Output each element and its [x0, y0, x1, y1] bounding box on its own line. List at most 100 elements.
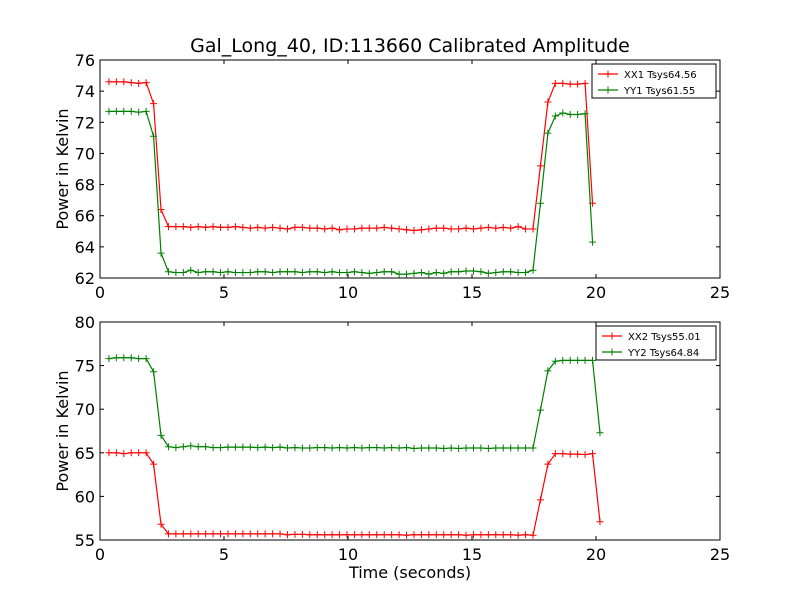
data-point-marker [350, 268, 358, 276]
data-point-marker [276, 530, 284, 538]
data-point-marker [239, 443, 247, 451]
data-point-marker [298, 530, 306, 538]
data-point-marker [150, 460, 158, 468]
data-point-marker [589, 450, 597, 458]
data-point-marker [462, 531, 470, 539]
data-point-marker [231, 223, 239, 231]
data-point-marker [492, 531, 500, 539]
x-tick-label: 5 [219, 545, 229, 564]
data-point-marker [127, 107, 135, 115]
data-point-marker [462, 267, 470, 275]
bottom-subplot: 0 5 10 15 20 25 55 60 65 70 75 80 Power in Kelvin XX2… [53, 313, 730, 564]
x-tick-label: 10 [338, 545, 358, 564]
data-point-marker [425, 444, 433, 452]
legend: XX2 Tsys55.01 YY2 Tsys64.84 [595, 325, 717, 361]
data-point-marker [112, 449, 120, 457]
data-point-marker [179, 223, 187, 231]
data-point-marker [388, 268, 396, 276]
data-point-marker [209, 444, 217, 452]
data-point-marker [358, 531, 366, 539]
data-point-marker [328, 268, 336, 276]
data-point-marker [440, 531, 448, 539]
data-point-marker [358, 269, 366, 277]
data-point-marker [321, 444, 329, 452]
y-tick-label: 65 [75, 444, 95, 463]
data-point-marker [499, 268, 507, 276]
data-point-marker [187, 223, 195, 231]
data-point-marker [291, 223, 299, 231]
y-tick-label: 60 [75, 487, 95, 506]
data-point-marker [120, 450, 128, 458]
data-point-marker [269, 530, 277, 538]
data-point-marker [447, 531, 455, 539]
data-point-marker [499, 223, 507, 231]
data-point-marker [135, 79, 143, 87]
data-point-marker [231, 530, 239, 538]
x-tick-label: 20 [586, 283, 606, 302]
data-point-marker [447, 268, 455, 276]
data-point-marker [373, 531, 381, 539]
data-point-marker [291, 444, 299, 452]
data-point-marker [536, 496, 544, 504]
data-point-marker [313, 224, 321, 232]
x-tick-label: 0 [95, 545, 105, 564]
data-point-marker [172, 530, 180, 538]
data-point-marker [217, 444, 225, 452]
data-point-marker [395, 270, 403, 278]
y-tick-label: 70 [75, 144, 95, 163]
data-point-marker [276, 268, 284, 276]
data-point-marker [321, 531, 329, 539]
data-point-marker [120, 107, 128, 115]
data-point-marker [313, 531, 321, 539]
data-point-marker [150, 132, 158, 140]
data-point-marker [105, 355, 113, 363]
data-point-marker [581, 79, 589, 87]
data-point-marker [135, 449, 143, 457]
data-point-marker [217, 223, 225, 231]
data-point-marker [246, 224, 254, 232]
data-point-marker [112, 78, 120, 86]
data-point-marker [328, 444, 336, 452]
data-point-marker [231, 443, 239, 451]
data-point-marker [202, 223, 210, 231]
x-tick-label: 25 [710, 545, 730, 564]
data-point-marker [172, 269, 180, 277]
data-point-marker [455, 225, 463, 233]
data-point-marker [194, 530, 202, 538]
data-point-marker [209, 223, 217, 231]
data-point-marker [328, 224, 336, 232]
data-point-marker [581, 356, 589, 364]
data-point-marker [395, 225, 403, 233]
data-point-marker [581, 110, 589, 118]
legend-marker [604, 70, 612, 78]
data-point-marker [254, 223, 262, 231]
data-point-marker [127, 354, 135, 362]
data-point-marker [484, 223, 492, 231]
data-point-marker [574, 450, 582, 458]
data-point-marker [462, 444, 470, 452]
data-point-marker [336, 269, 344, 277]
data-point-marker [403, 270, 411, 278]
y-tick-label: 70 [75, 400, 95, 419]
data-point-marker [551, 112, 559, 120]
data-point-marker [432, 224, 440, 232]
data-point-marker [328, 531, 336, 539]
data-point-marker [269, 223, 277, 231]
data-point-marker [462, 224, 470, 232]
data-point-marker [492, 444, 500, 452]
data-point-marker [455, 268, 463, 276]
data-point-marker [432, 444, 440, 452]
data-point-marker [321, 269, 329, 277]
legend-label: XX1 Tsys64.56 [624, 70, 697, 81]
x-tick-label: 5 [219, 283, 229, 302]
data-point-marker [440, 444, 448, 452]
data-point-marker [306, 224, 314, 232]
data-point-marker [179, 269, 187, 277]
data-point-marker [142, 107, 150, 115]
data-point-marker [551, 450, 559, 458]
data-point-marker [365, 531, 373, 539]
data-point-marker [112, 107, 120, 115]
legend-marker [604, 86, 612, 94]
data-point-marker [127, 449, 135, 457]
data-point-marker [291, 268, 299, 276]
